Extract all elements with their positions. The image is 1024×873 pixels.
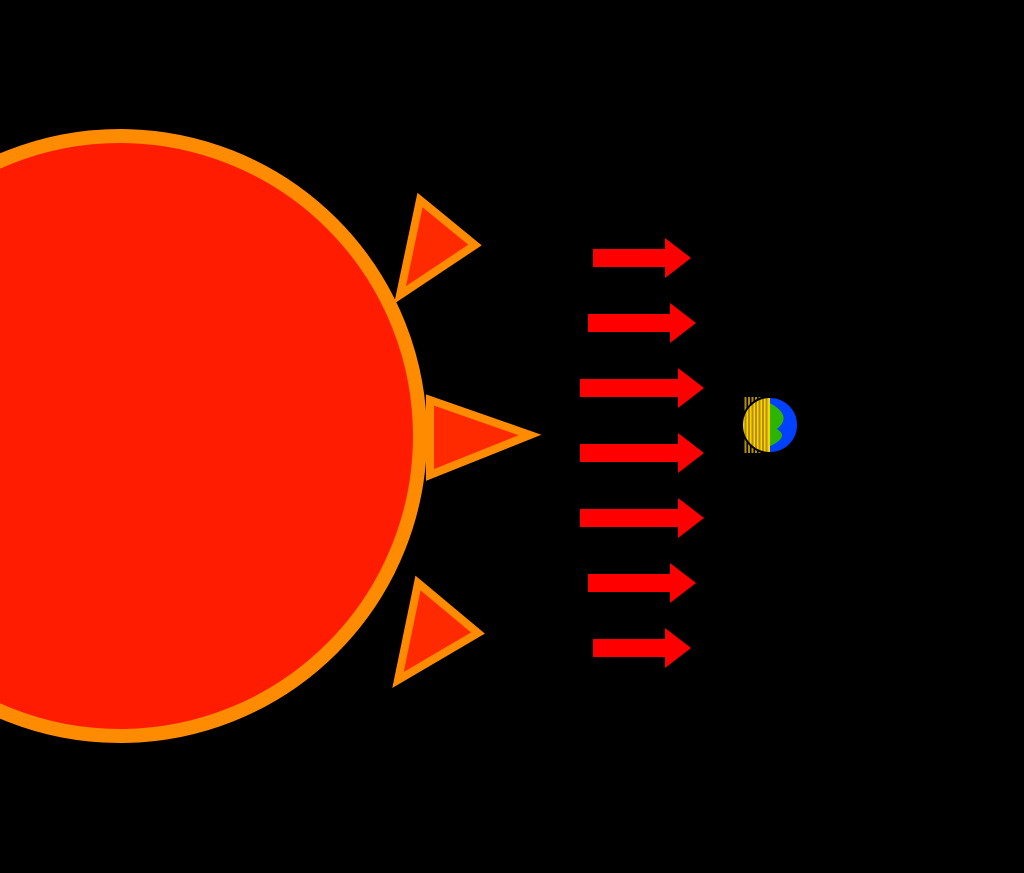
diagram-svg: [0, 0, 1024, 873]
diagram-stage: [0, 0, 1024, 873]
earth: [742, 397, 798, 453]
